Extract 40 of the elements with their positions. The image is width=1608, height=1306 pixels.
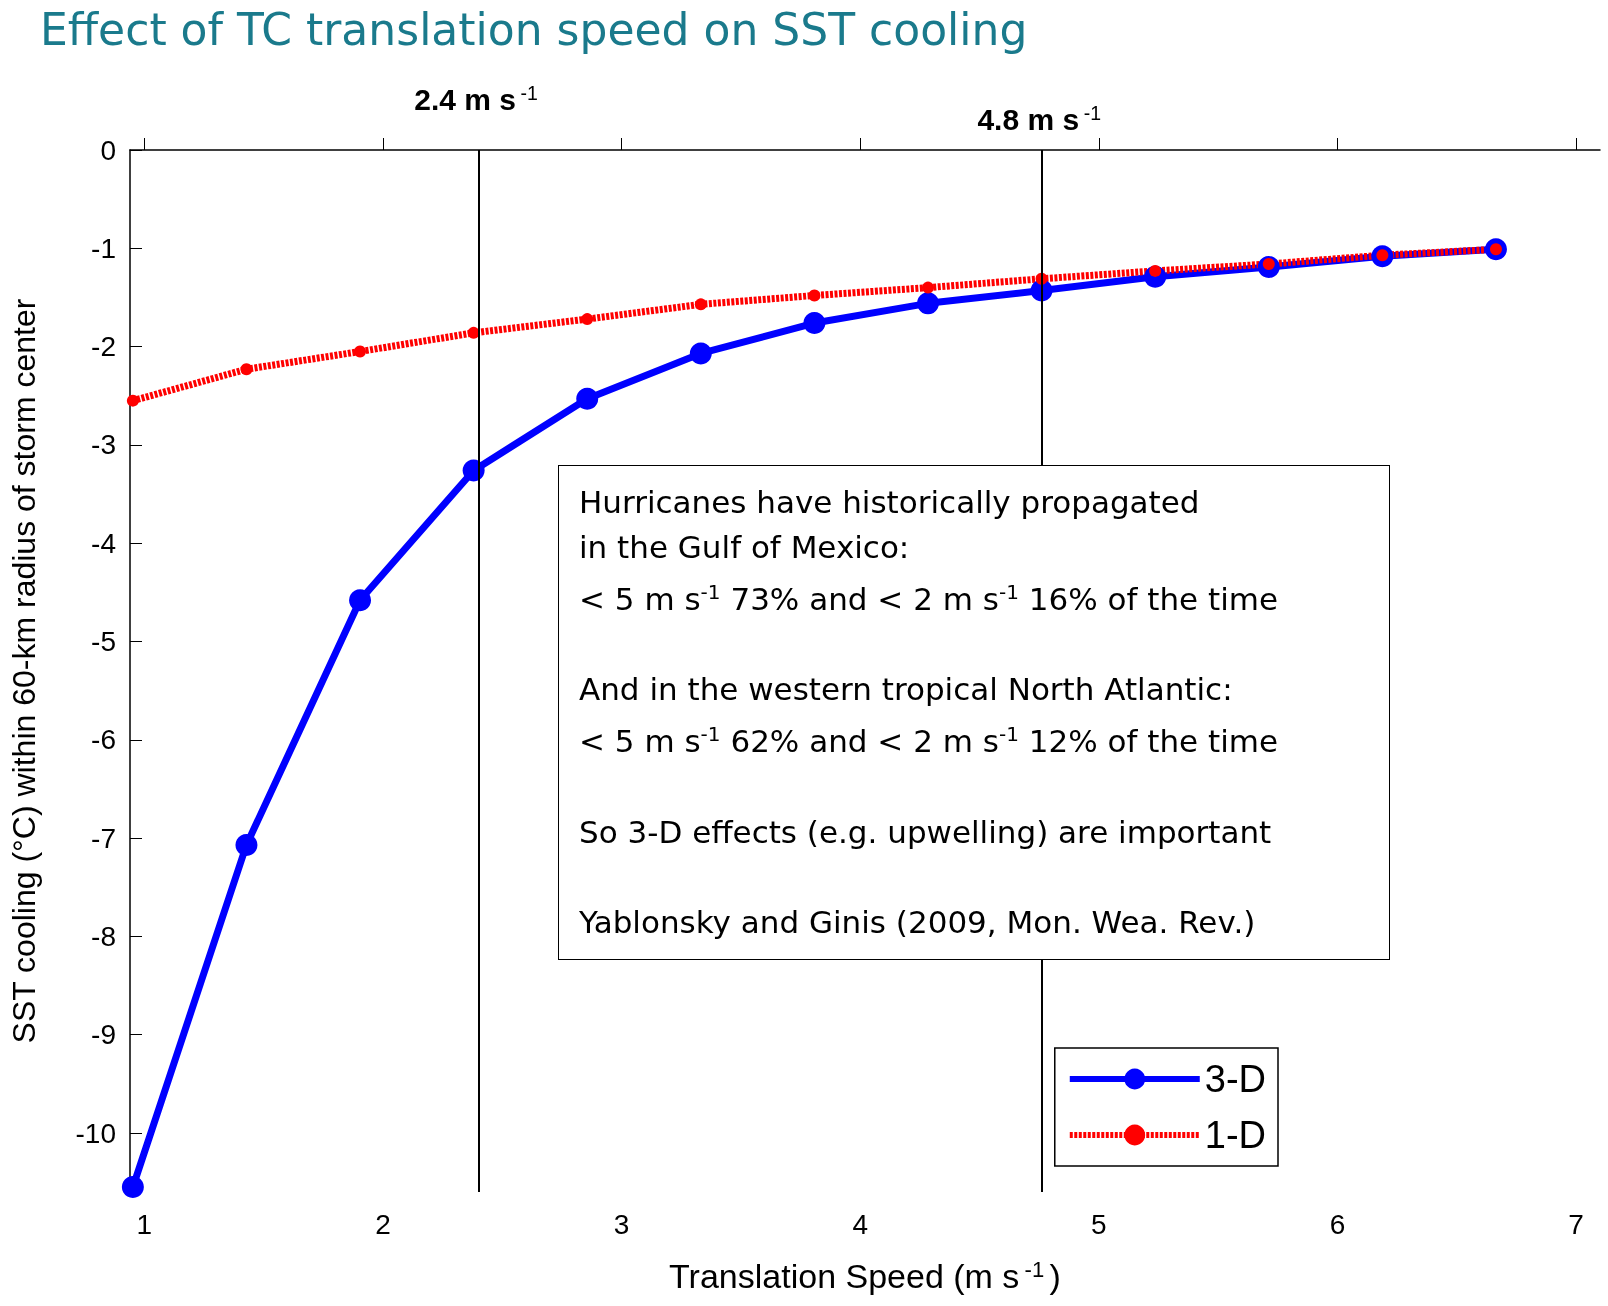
- point: [689, 342, 712, 365]
- point: [235, 834, 258, 856]
- point: [121, 1176, 144, 1199]
- x-tick-label: 1: [136, 1208, 153, 1240]
- chart-title: Effect of TC translation speed on SST cooling: [40, 4, 1028, 55]
- x-tick-label: 2: [375, 1208, 391, 1240]
- point: [354, 345, 367, 358]
- point: [349, 589, 372, 612]
- point: [240, 363, 253, 376]
- x-tick-label: 4: [852, 1208, 869, 1240]
- x-tick-label: 5: [1091, 1208, 1107, 1240]
- y-tick-label: -8: [91, 920, 116, 952]
- legend-label: 1-D: [1204, 1114, 1266, 1156]
- point: [694, 298, 707, 311]
- x-tick-label: 7: [1568, 1208, 1584, 1240]
- y-tick-label: -6: [91, 724, 116, 756]
- point: [126, 394, 139, 407]
- x-tick-label: 3: [613, 1208, 630, 1240]
- y-tick-label: 0: [100, 134, 116, 166]
- point: [803, 312, 826, 335]
- y-axis-title: SST cooling (°C) within 60-km radius of storm center: [6, 298, 42, 1044]
- y-tick-label: -7: [91, 822, 116, 854]
- annotation: Yablonsky and Ginis (2009, Mon. Wea. Rev.): [579, 902, 1257, 942]
- y-tick-label: -5: [91, 626, 116, 658]
- x-tick-label: 6: [1329, 1208, 1346, 1240]
- point: [581, 313, 594, 326]
- y-tick-label: -2: [91, 331, 116, 363]
- y-tick-label: -4: [91, 527, 116, 559]
- point: [576, 387, 599, 410]
- annotation: Hurricanes have historically propagated in the Gulf of Mexico: < 5 m s$^{-1}$ 73% and < 2 m s$^{-1}$ 16% of the time: [579, 483, 1280, 620]
- y-tick-label: -1: [91, 232, 116, 264]
- point: [808, 289, 821, 302]
- y-tick-label: -10: [75, 1117, 116, 1149]
- y-tick-label: -3: [91, 429, 116, 461]
- point: [922, 281, 934, 294]
- annotation: And in the western tropical North Atlantic: < 5 m s$^{-1}$ 62% and < 2 m s$^{-1}$ 12% of the time: [579, 670, 1280, 762]
- point: [917, 292, 939, 315]
- y-tick-label: -9: [91, 1019, 116, 1051]
- annotation: So 3-D effects (e.g. upwelling) are important: [579, 812, 1273, 852]
- legend-label: 3-D: [1204, 1058, 1266, 1100]
